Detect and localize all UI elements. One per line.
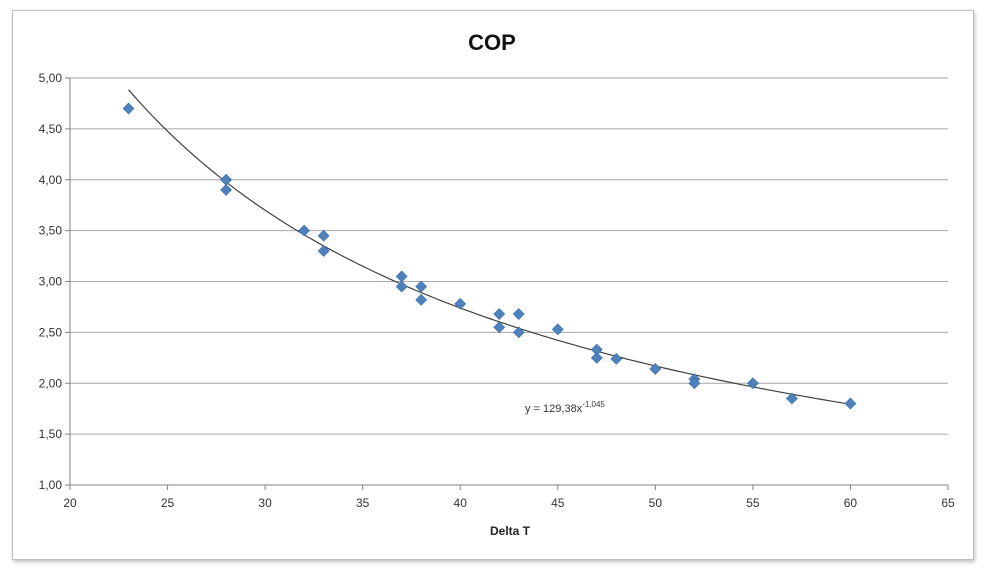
data-point — [220, 173, 233, 186]
x-tick-label: 60 — [844, 496, 858, 510]
data-point — [512, 308, 525, 320]
trendline — [128, 89, 851, 405]
x-tick-label: 35 — [356, 496, 370, 510]
x-tick-label: 25 — [161, 496, 175, 510]
data-points — [122, 102, 857, 410]
data-point — [317, 229, 330, 242]
data-point — [220, 184, 233, 196]
data-point — [844, 397, 857, 410]
x-tick-label: 45 — [551, 496, 565, 510]
trendline-group — [128, 89, 851, 405]
data-point — [395, 270, 408, 283]
chart-title: COP — [468, 30, 516, 55]
x-tick-label: 55 — [746, 496, 760, 510]
data-point — [122, 102, 135, 115]
axes — [65, 77, 949, 490]
y-tick-label: 2,00 — [39, 376, 63, 390]
y-tick-label: 5,00 — [39, 71, 63, 85]
x-tick-label: 30 — [258, 496, 272, 510]
data-point — [746, 377, 759, 390]
y-tick-label: 1,50 — [39, 427, 63, 441]
gridlines — [70, 77, 948, 486]
data-point — [551, 323, 564, 336]
x-tick-label: 40 — [454, 496, 468, 510]
data-point — [649, 363, 662, 375]
data-point — [454, 297, 467, 310]
x-tick-label: 65 — [941, 496, 955, 510]
trendline-equation-exponent: -1,045 — [582, 400, 605, 409]
data-point — [395, 280, 408, 293]
y-tick-label: 4,50 — [39, 122, 63, 136]
y-tick-label: 1,00 — [39, 478, 63, 492]
y-tick-label: 4,00 — [39, 173, 63, 187]
data-point — [317, 245, 330, 257]
data-point — [688, 377, 701, 390]
data-point — [512, 326, 525, 339]
y-tick-label: 2,50 — [39, 325, 63, 339]
x-axis-title: Delta T — [490, 524, 531, 538]
data-point — [590, 351, 603, 364]
x-tick-labels: 20 25 30 35 40 45 50 55 60 65 — [63, 496, 955, 510]
data-point — [415, 293, 428, 306]
data-point — [493, 308, 506, 320]
y-tick-labels: 1,00 1,50 2,00 2,50 3,00 3,50 4,00 4,50 5,00 — [39, 71, 63, 492]
x-tick-label: 20 — [63, 496, 77, 510]
data-point — [493, 321, 506, 334]
data-point — [298, 224, 311, 237]
data-point — [785, 392, 798, 405]
x-tick-label: 50 — [649, 496, 663, 510]
trendline-equation-main: y = 129,38x — [525, 403, 583, 415]
y-tick-label: 3,00 — [39, 275, 63, 289]
data-point — [415, 280, 428, 293]
trendline-equation: y = 129,38x-1,045 — [525, 400, 605, 415]
data-point — [610, 352, 623, 365]
y-tick-label: 3,50 — [39, 224, 63, 238]
chart-frame — [12, 10, 974, 560]
